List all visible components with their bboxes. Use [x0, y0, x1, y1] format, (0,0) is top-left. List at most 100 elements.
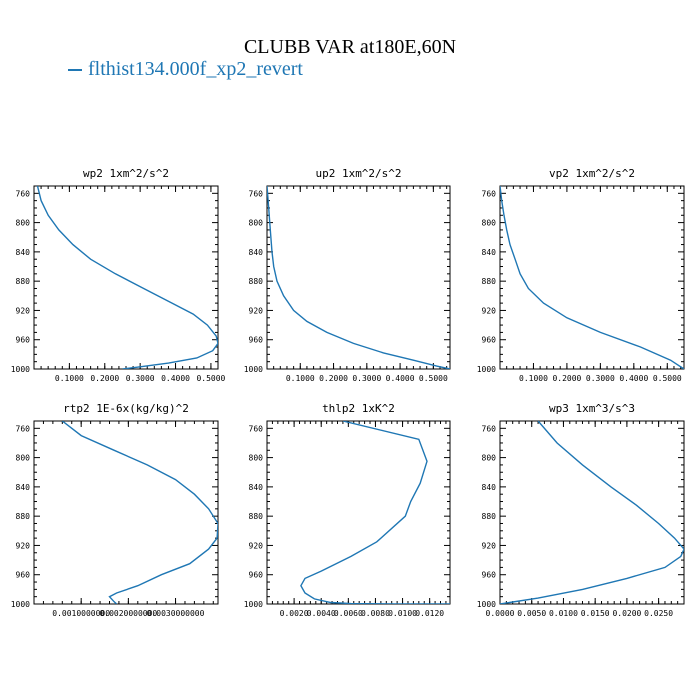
- y-tick-label: 840: [16, 248, 31, 257]
- plot-title: rtp2 1E-6x(kg/kg)^2: [63, 402, 189, 415]
- y-tick-label: 920: [482, 541, 497, 550]
- y-tick-label: 920: [482, 306, 497, 315]
- y-tick-label: 920: [16, 541, 31, 550]
- x-tick-label: 0.0150: [581, 609, 610, 618]
- plot-frame: [499, 420, 685, 605]
- plot-panel-2: up2 1xm^2/s^2 760 800 840 880 920 960 1000 0.100…: [244, 167, 451, 383]
- x-tick-label: 0.0100: [388, 609, 417, 618]
- series-line-1: [61, 421, 218, 604]
- x-tick-label: 0.5000: [419, 374, 448, 383]
- legend-label: flthist134.000f_xp2_revert: [88, 58, 303, 80]
- y-tick-label: 960: [16, 336, 31, 345]
- x-tick-label: 0.3000: [352, 374, 381, 383]
- y-tick-label: 840: [16, 483, 31, 492]
- series-line-1: [300, 421, 450, 604]
- x-tick-label: 0.4000: [386, 374, 415, 383]
- x-tick-label: 0.0020: [280, 609, 309, 618]
- series-line-1: [500, 421, 684, 604]
- plot-panel-6: wp3 1xm^3/s^3 760 800 840 880 920 960 10000.000…: [477, 402, 685, 618]
- x-tick-label: 0.1000: [55, 374, 84, 383]
- y-tick-label: 840: [249, 483, 264, 492]
- plot-title: vp2 1xm^2/s^2: [549, 167, 635, 180]
- y-tick-label: 760: [16, 424, 31, 433]
- y-tick-label: 880: [249, 512, 264, 521]
- y-tick-label: 760: [482, 424, 497, 433]
- x-tick-label: 0.4000: [161, 374, 190, 383]
- legend: flthist134.000f_xp2_revert: [68, 58, 303, 81]
- plot-title: wp2 1xm^2/s^2: [83, 167, 169, 180]
- y-tick-label: 800: [482, 454, 497, 463]
- y-tick-label: 840: [482, 483, 497, 492]
- y-tick-label: 760: [482, 189, 497, 198]
- plot-frame: [33, 185, 219, 370]
- series-line-1: [500, 186, 684, 369]
- y-tick-label: 1000: [244, 365, 263, 374]
- x-tick-label: 0.5000: [653, 374, 682, 383]
- x-tick-label: 0.0010000000: [52, 609, 110, 618]
- figure-title: CLUBB VAR at180E,60N: [243, 36, 457, 58]
- y-tick-label: 760: [16, 189, 31, 198]
- plot-panel-1: wp2 1xm^2/s^2 760 800 840 880 920 960 1000 0.100…: [11, 167, 226, 383]
- x-tick-label: 0.3000: [586, 374, 615, 383]
- y-tick-label: 1000: [477, 600, 496, 609]
- plot-panel-4: rtp2 1E-6x(kg/kg)^2 760 800 840 880 920 960 100…: [11, 402, 219, 618]
- x-tick-label: 0.1000: [286, 374, 315, 383]
- plot-frame: [33, 420, 219, 605]
- y-tick-label: 1000: [477, 365, 496, 374]
- plot-title: up2 1xm^2/s^2: [315, 167, 401, 180]
- series-line-1: [267, 186, 450, 369]
- y-tick-label: 800: [249, 219, 264, 228]
- x-tick-label: 0.0060: [334, 609, 363, 618]
- plot-frame: [266, 185, 451, 370]
- x-tick-label: 0.0080: [361, 609, 390, 618]
- y-tick-label: 800: [16, 219, 31, 228]
- x-tick-label: 0.0250: [644, 609, 673, 618]
- plot-panel-5: thlp2 1xK^276080084088092096010000.00200…: [244, 402, 451, 618]
- y-tick-label: 760: [249, 424, 264, 433]
- y-tick-label: 880: [482, 277, 497, 286]
- x-tick-label: 0.3000: [126, 374, 155, 383]
- x-tick-label: 0.4000: [619, 374, 648, 383]
- plot-frame: [499, 185, 685, 370]
- y-tick-label: 880: [16, 277, 31, 286]
- x-tick-label: 0.2000: [319, 374, 348, 383]
- y-tick-label: 1000: [244, 600, 263, 609]
- y-tick-label: 880: [249, 277, 264, 286]
- x-tick-label: 0.2000: [90, 374, 119, 383]
- y-tick-label: 760: [249, 189, 264, 198]
- plot-title: thlp2 1xK^2: [322, 402, 395, 415]
- x-tick-label: 0.5000: [196, 374, 225, 383]
- x-tick-label: 0.0100: [549, 609, 578, 618]
- y-tick-label: 840: [249, 248, 264, 257]
- x-tick-label: 0.0200: [612, 609, 641, 618]
- x-tick-label: 0.0020000000: [99, 609, 157, 618]
- x-tick-label: 0.1000: [519, 374, 548, 383]
- x-tick-label: 0.0000: [486, 609, 515, 618]
- x-tick-label: 0.0120: [415, 609, 444, 618]
- x-tick-label: 0.0050: [517, 609, 546, 618]
- series-line-1: [36, 186, 218, 369]
- y-tick-label: 880: [16, 512, 31, 521]
- y-tick-label: 880: [482, 512, 497, 521]
- y-tick-label: 960: [249, 336, 264, 345]
- legend-line-swatch: [68, 69, 82, 72]
- y-tick-label: 920: [249, 306, 264, 315]
- y-tick-label: 960: [482, 336, 497, 345]
- y-tick-label: 840: [482, 248, 497, 257]
- x-tick-label: 0.0030000000: [147, 609, 205, 618]
- y-tick-label: 960: [482, 571, 497, 580]
- x-tick-label: 0.2000: [552, 374, 581, 383]
- y-tick-label: 960: [249, 571, 264, 580]
- y-tick-label: 1000: [11, 365, 30, 374]
- y-tick-label: 920: [16, 306, 31, 315]
- y-tick-label: 800: [482, 219, 497, 228]
- y-tick-label: 800: [249, 454, 264, 463]
- x-tick-label: 0.0040: [307, 609, 336, 618]
- y-tick-label: 800: [16, 454, 31, 463]
- plot-panel-3: vp2 1xm^2/s^2 760 800 840 880 920 960 1000 0.100…: [477, 167, 685, 383]
- plot-title: wp3 1xm^3/s^3: [549, 402, 635, 415]
- y-tick-label: 960: [16, 571, 31, 580]
- y-tick-label: 1000: [11, 600, 30, 609]
